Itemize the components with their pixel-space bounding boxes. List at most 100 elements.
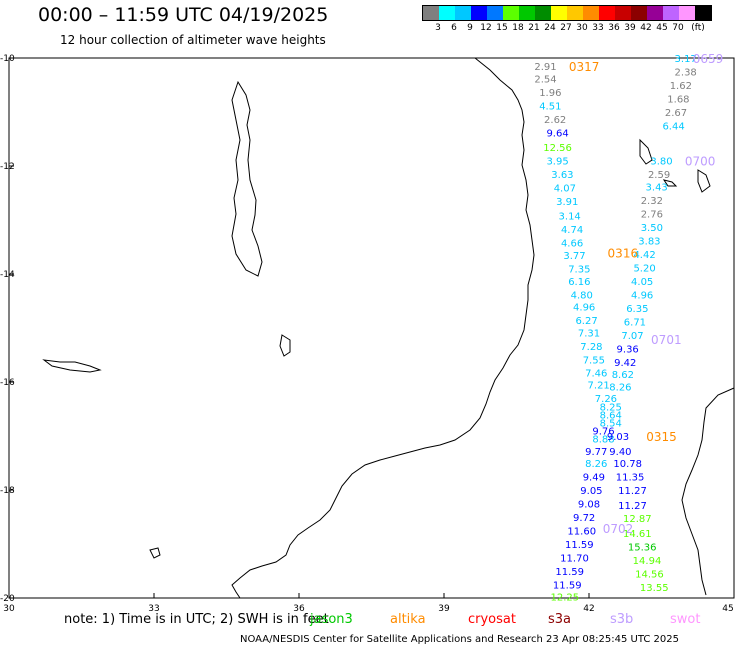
swh-value: 3.63: [551, 170, 573, 181]
lake-kariba: [149, 547, 161, 559]
swh-value: 12.25: [551, 592, 580, 603]
legend-swatch: [647, 6, 663, 20]
swh-value: 2.91: [534, 62, 556, 73]
swh-value: 13.55: [640, 583, 669, 594]
swh-value: 8.62: [612, 370, 634, 381]
swh-value: 4.51: [539, 102, 561, 113]
swh-value: 9.76: [592, 427, 614, 438]
swh-value: 12.56: [543, 143, 572, 154]
swh-value: 4.05: [631, 277, 653, 288]
swh-value: 4.96: [631, 291, 653, 302]
lake-chiuta: [279, 334, 291, 357]
swh-value: 3.17: [675, 54, 697, 65]
swh-value: 4.96: [573, 302, 595, 313]
swh-value: 2.62: [544, 115, 566, 126]
swh-value: 6.71: [624, 318, 646, 329]
swh-value: 3.14: [559, 212, 581, 223]
note-text: note: 1) Time is in UTC; 2) SWH is in fe…: [64, 612, 329, 627]
swh-value: 11.27: [618, 501, 647, 512]
swh-value: 7.26: [595, 394, 617, 405]
swh-value: 3.83: [638, 237, 660, 248]
lat-tick-label: -16: [0, 378, 15, 388]
legend-swatch: [599, 6, 615, 20]
swh-value: 11.70: [560, 554, 589, 565]
swh-value: 7.46: [585, 368, 607, 379]
swh-value: 2.76: [641, 210, 663, 221]
swh-value: 4.42: [633, 250, 655, 261]
swh-value: 7.31: [578, 328, 600, 339]
legend-labels: 3 6 9 12 15 18 21 24 27 30 33 36 39 42 45 70 (ft): [422, 21, 712, 33]
mayotte: [697, 169, 711, 193]
legend-swatch: [567, 6, 583, 20]
legend-swatch: [695, 6, 711, 20]
africa-coastline: [231, 57, 535, 599]
lat-tick-label: -12: [0, 162, 15, 172]
legend-label: 6: [451, 23, 457, 33]
pass-label: 0702: [603, 522, 634, 536]
pass-label: 0315: [646, 430, 677, 444]
swh-value: 1.62: [670, 81, 692, 92]
swh-value: 2.38: [675, 68, 697, 79]
swh-value: 2.54: [534, 75, 556, 86]
pass-label: 0316: [608, 246, 639, 260]
page-title: 00:00 – 11:59 UTC 04/19/2025: [38, 4, 329, 26]
swh-value: 5.20: [633, 264, 655, 275]
legend-swatch: [519, 6, 535, 20]
lon-tick-label: 33: [148, 604, 159, 614]
page-subtitle: 12 hour collection of altimeter wave hei…: [60, 33, 326, 47]
swh-value: 3.95: [546, 157, 568, 168]
swh-value: 7.35: [568, 265, 590, 276]
swh-value: 14.56: [635, 570, 664, 581]
lat-tick-label: -10: [0, 54, 15, 64]
lat-tick-label: -20: [0, 594, 15, 604]
legend-swatch: [503, 6, 519, 20]
coastline: [42, 57, 735, 599]
swh-value: 3.80: [650, 157, 672, 168]
swh-value: 9.08: [578, 500, 600, 511]
swh-value: 8.26: [585, 459, 607, 470]
legend-label: 39: [624, 23, 636, 33]
swh-value: 9.72: [573, 513, 595, 524]
legend-label: 18: [512, 23, 524, 33]
swh-value: 11.60: [567, 527, 596, 538]
swh-value: 9.64: [546, 129, 568, 140]
map-frame: [8, 57, 735, 599]
legend-label: 9: [467, 23, 473, 33]
swh-value: 9.49: [583, 473, 605, 484]
lon-tick-label: 42: [583, 604, 594, 614]
legend-label: 36: [608, 23, 620, 33]
legend-swatch: [615, 6, 631, 20]
lon-tick-label: 36: [293, 604, 305, 614]
swh-value: 9.36: [617, 345, 639, 356]
swh-value: 9.40: [609, 447, 631, 458]
swh-value: 1.96: [539, 88, 561, 99]
satellite-label-s3a: s3a: [548, 612, 572, 627]
swh-value: 11.59: [565, 540, 594, 551]
footer-credit: NOAA/NESDIS Center for Satellite Applica…: [240, 634, 679, 645]
swh-value: 11.59: [555, 567, 584, 578]
pass-label: 0700: [685, 155, 716, 169]
swh-value: 14.61: [623, 529, 652, 540]
satellite-label-cryosat: cryosat: [468, 612, 516, 627]
swh-value: 7.07: [621, 331, 643, 342]
legend-swatch: [551, 6, 567, 20]
swh-points: 2.91 2.54 1.96 4.51 2.62 9.64 12.56 3.95 3.63 4.0…: [534, 54, 696, 603]
lat-tick-label: -14: [0, 270, 15, 280]
legend-swatch: [471, 6, 487, 20]
swh-value: 8.54: [600, 419, 622, 430]
swh-value: 1.68: [667, 95, 689, 106]
swh-value: 4.66: [561, 239, 583, 250]
madagascar-coastline: [681, 387, 735, 596]
swh-value: 8.25: [600, 402, 622, 413]
lon-tick-label: 45: [722, 604, 733, 614]
swh-value: 7.28: [580, 342, 602, 353]
satellite-label-swot: swot: [670, 612, 701, 627]
legend-swatch: [679, 6, 695, 20]
legend-label: 70: [672, 23, 684, 33]
color-legend: 3 6 9 12 15 18 21 24 27 30 33 36 39 42 45 70 (ft): [422, 5, 712, 33]
swh-value: 4.74: [561, 225, 583, 236]
lake-tanganyika: [42, 359, 102, 373]
swh-value: 7.55: [583, 355, 605, 366]
